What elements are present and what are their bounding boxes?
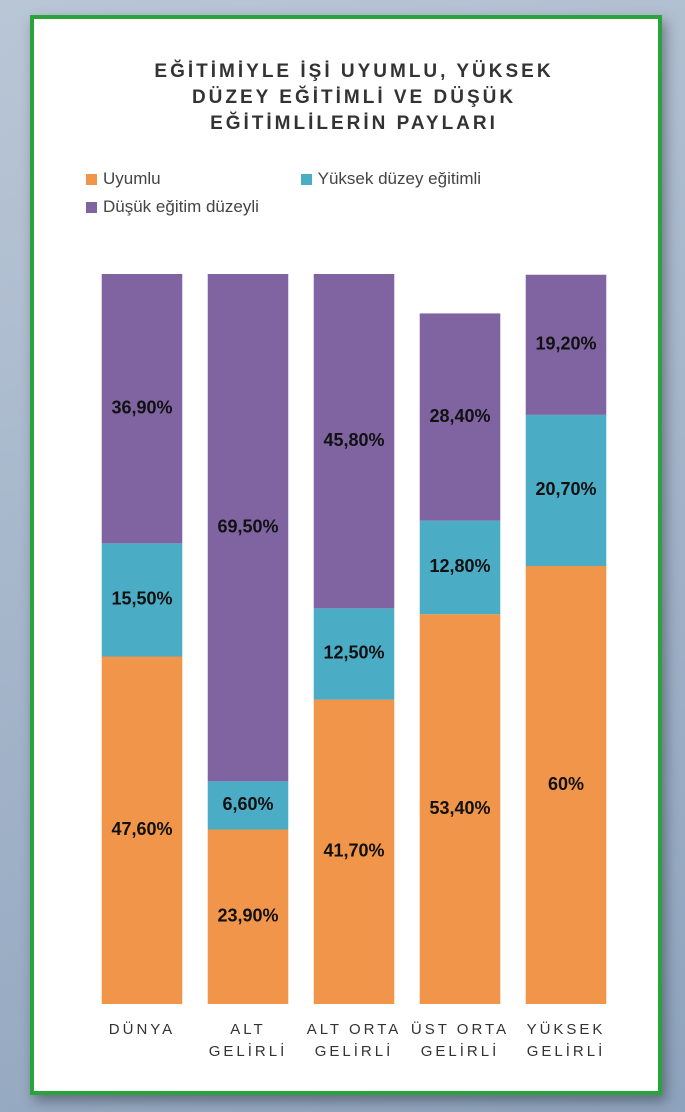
legend-label: Düşük eğitim düzeyli <box>103 197 259 216</box>
bar-segment <box>419 520 501 615</box>
legend-item: Düşük eğitim düzeyli <box>86 197 259 217</box>
value-label: 20,70% <box>535 479 596 499</box>
legend-item: Yüksek düzey eğitimli <box>300 169 482 189</box>
legend-label: Uyumlu <box>103 169 161 188</box>
bar-segment <box>101 274 183 544</box>
bar-segment <box>101 543 183 657</box>
bar-segment <box>525 414 607 566</box>
bar-segment <box>419 614 501 1004</box>
legend-swatch <box>300 173 312 185</box>
bar-segment <box>313 274 395 609</box>
x-tick-label: YÜKSEK GELİRLİ <box>526 1021 606 1060</box>
value-label: 15,50% <box>111 589 172 609</box>
x-tick-label: ÜST ORTA GELİRLİ <box>410 1021 510 1060</box>
bar-segment <box>525 274 607 415</box>
legend: Uyumlu Yüksek düzey eğitimli Düşük eğitim … <box>86 169 606 217</box>
chart-title: EĞİTİMİYLE İŞİ UYUMLU, YÜKSEK DÜZEY EĞİT… <box>154 61 554 134</box>
value-label: 12,80% <box>429 556 490 576</box>
bar-segment <box>419 313 501 521</box>
x-tick-label: ALT GELİRLİ <box>208 1021 288 1060</box>
value-label: 6,60% <box>222 794 273 814</box>
chart-card: EĞİTİMİYLE İŞİ UYUMLU, YÜKSEK DÜZEY EĞİT… <box>30 15 662 1095</box>
value-label: 69,50% <box>217 516 278 536</box>
bar-segment <box>313 699 395 1004</box>
value-label: 28,40% <box>429 406 490 426</box>
bar-segment <box>207 829 289 1004</box>
value-label: 36,90% <box>111 397 172 417</box>
plot: 47,60% 15,50% 36,90% 23,90% 6,60% 69,50% 41,70… <box>101 274 607 1004</box>
bar-segment <box>525 566 607 1004</box>
value-label: 60% <box>548 774 584 794</box>
x-tick-label: DÜNYA <box>108 1021 176 1038</box>
value-label: 23,90% <box>217 906 278 926</box>
legend-label: Yüksek düzey eğitimli <box>317 169 482 188</box>
bar-segment <box>313 608 395 700</box>
value-label: 12,50% <box>323 643 384 663</box>
legend-swatch <box>86 173 97 185</box>
value-label: 53,40% <box>429 798 490 818</box>
value-label: 45,80% <box>323 430 384 450</box>
value-label: 19,20% <box>535 334 596 354</box>
bar-segment <box>101 656 183 1004</box>
value-label: 47,60% <box>111 819 172 839</box>
legend-item: Uyumlu <box>86 169 161 189</box>
value-label: 41,70% <box>323 841 384 861</box>
bar-segment <box>207 274 289 782</box>
x-tick-label: ALT ORTA GELİRLİ <box>306 1021 402 1060</box>
legend-swatch <box>86 201 97 213</box>
bar-segment <box>207 781 289 830</box>
